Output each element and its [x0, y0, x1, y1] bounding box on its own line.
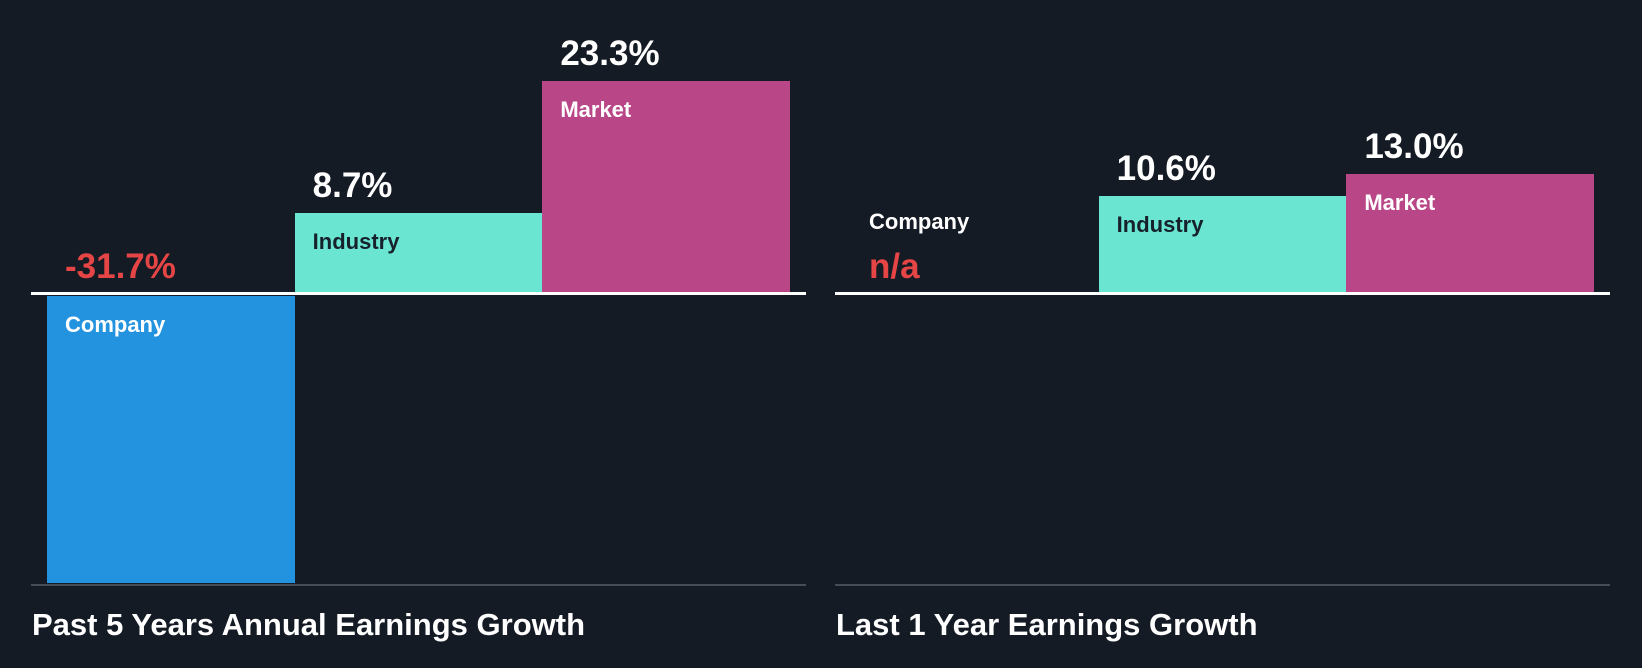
bar-label-company: Company [869, 209, 970, 234]
last-1-year-earnings-growth-chart: Last 1 Year Earnings Growth Company n/a In… [835, 0, 1610, 668]
bar-label-market: Market [560, 97, 632, 122]
chart-bottom-divider [835, 584, 1610, 586]
bar-industry [294, 213, 543, 292]
value-label-company: n/a [869, 247, 920, 286]
bar-label-company: Company [65, 312, 166, 337]
zero-axis-line [835, 292, 1610, 295]
bar-company [47, 296, 296, 583]
bar-label-market: Market [1364, 190, 1436, 215]
value-label-market: 23.3% [560, 34, 660, 73]
chart-title: Past 5 Years Annual Earnings Growth [32, 607, 586, 642]
bar-label-industry: Industry [312, 229, 400, 254]
bar-industry [1098, 196, 1347, 292]
chart-bottom-divider [31, 584, 806, 586]
value-label-market: 13.0% [1364, 127, 1464, 166]
past-5-years-annual-earnings-growth-chart: Past 5 Years Annual Earnings Growth Comp… [31, 0, 806, 668]
zero-axis-line [31, 292, 806, 295]
bar-market [542, 81, 791, 292]
bar-label-industry: Industry [1116, 212, 1204, 237]
value-label-industry: 8.7% [312, 166, 393, 205]
value-label-industry: 10.6% [1116, 149, 1216, 188]
bar-market [1346, 174, 1595, 292]
value-label-company: -31.7% [65, 247, 176, 286]
chart-title: Last 1 Year Earnings Growth [836, 607, 1258, 642]
